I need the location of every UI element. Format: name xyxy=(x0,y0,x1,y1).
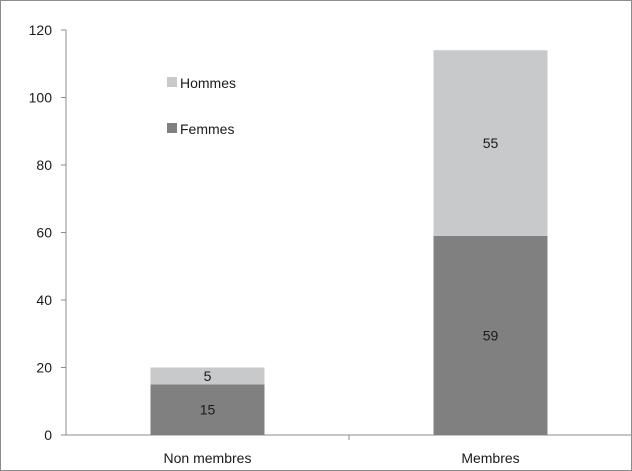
legend-swatch-hommes xyxy=(167,77,177,87)
y-tick-label-100: 100 xyxy=(29,90,53,106)
data-label-membres-hommes: 55 xyxy=(483,135,499,151)
legend: Hommes Femmes xyxy=(167,75,236,137)
category-label-membres: Membres xyxy=(461,450,519,466)
data-label-non-membres-hommes: 5 xyxy=(204,368,212,384)
y-tick-label-60: 60 xyxy=(36,225,52,241)
legend-label-femmes: Femmes xyxy=(180,121,234,137)
data-label-non-membres-femmes: 15 xyxy=(200,402,216,418)
y-tick-label-40: 40 xyxy=(36,292,52,308)
bar-membres-femmes xyxy=(433,235,548,435)
data-label-membres-femmes: 59 xyxy=(483,327,499,343)
x-axis: Non membres Membres xyxy=(66,434,632,466)
bar-membres-hommes xyxy=(433,50,548,236)
y-ticks: 0 20 40 60 80 100 120 xyxy=(29,22,66,443)
y-tick-label-80: 80 xyxy=(36,157,52,173)
legend-label-hommes: Hommes xyxy=(180,75,236,91)
bar-non-membres-femmes xyxy=(150,384,265,435)
bars xyxy=(150,50,548,435)
category-label-non-membres: Non membres xyxy=(164,450,252,466)
legend-swatch-femmes xyxy=(167,123,177,133)
y-tick-label-20: 20 xyxy=(36,360,52,376)
bar-non-membres-hommes xyxy=(150,367,265,385)
y-tick-label-120: 120 xyxy=(29,22,53,38)
y-axis: 0 20 40 60 80 100 120 xyxy=(29,22,67,443)
y-tick-label-0: 0 xyxy=(44,427,52,443)
data-labels: 15 5 59 55 xyxy=(200,135,499,418)
